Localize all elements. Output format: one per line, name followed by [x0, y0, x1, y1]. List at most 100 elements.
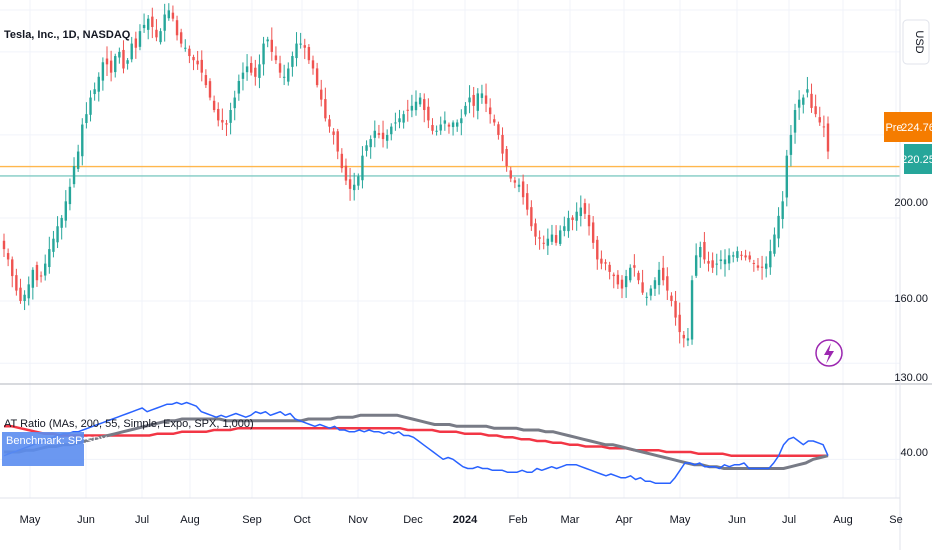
- candle-body: [188, 48, 191, 57]
- pre-price-badge: [904, 112, 932, 142]
- candle-body: [760, 266, 764, 268]
- candle-body: [711, 260, 714, 268]
- candle-body: [295, 43, 298, 59]
- candle-body: [282, 76, 286, 78]
- candle-body: [192, 56, 195, 61]
- candle-body: [567, 217, 570, 232]
- currency-button[interactable]: [902, 19, 930, 65]
- price-tick-130: 130.00: [894, 372, 928, 384]
- candle-body: [147, 18, 150, 30]
- candle-body: [637, 272, 640, 281]
- candle-body: [11, 259, 14, 277]
- candle-body: [200, 59, 203, 73]
- time-axis-label: Oct: [293, 514, 310, 526]
- candle-body: [138, 31, 142, 47]
- candle-body: [15, 275, 18, 291]
- time-axis[interactable]: May Jun Jul Aug Sep Oct Nov Dec 2024 Feb Mar Apr May…: [20, 514, 903, 526]
- candlestick-series: [2, 3, 830, 348]
- candle-body: [6, 253, 10, 260]
- candle-body: [596, 239, 599, 260]
- candle-body: [587, 214, 591, 227]
- time-axis-label: Se: [889, 514, 902, 526]
- candle-body: [822, 126, 826, 128]
- candle-body: [328, 119, 331, 127]
- candle-body: [56, 226, 59, 243]
- candle-body: [633, 265, 636, 268]
- time-axis-label: Mar: [561, 514, 580, 526]
- candle-body: [670, 295, 673, 301]
- candle-body: [674, 300, 677, 318]
- candle-body: [332, 131, 335, 135]
- candle-body: [517, 184, 521, 187]
- candle-body: [476, 93, 479, 111]
- candle-body: [179, 32, 183, 44]
- candle-body: [126, 60, 129, 64]
- time-axis-label: Dec: [403, 514, 423, 526]
- candle-body: [423, 99, 426, 111]
- candle-body: [44, 263, 47, 276]
- candle-body: [2, 240, 6, 250]
- candle-body: [233, 97, 236, 109]
- candle-body: [563, 226, 566, 231]
- candle-body: [707, 261, 710, 264]
- candle-body: [311, 60, 315, 69]
- indicator-pane: [0, 401, 900, 484]
- candle-body: [447, 124, 451, 127]
- candle-body: [497, 124, 500, 135]
- candle-body: [682, 334, 685, 339]
- candle-body: [402, 114, 405, 123]
- candle-body: [542, 242, 545, 244]
- candle-body: [493, 119, 496, 123]
- candle-body: [266, 39, 269, 42]
- candle-body: [254, 67, 257, 77]
- candle-body: [612, 274, 615, 277]
- indicator-title[interactable]: AT Ratio (MAs, 200, 55, Simple, Expo, SP…: [4, 418, 254, 430]
- currency-label: USD: [913, 30, 925, 53]
- candle-body: [19, 287, 22, 301]
- time-axis-label: Jun: [77, 514, 95, 526]
- candle-body: [526, 193, 529, 210]
- candle-body: [748, 255, 751, 260]
- candle-body: [624, 276, 628, 288]
- candle-body: [629, 267, 632, 281]
- candle-body: [89, 97, 92, 115]
- candle-body: [666, 276, 669, 291]
- time-axis-label: Feb: [509, 514, 528, 526]
- candle-body: [472, 94, 475, 106]
- time-axis-label: Nov: [348, 514, 368, 526]
- candle-body: [377, 133, 381, 135]
- candle-body: [344, 165, 348, 181]
- candle-body: [464, 105, 467, 115]
- candle-body: [789, 134, 793, 155]
- candle-body: [460, 118, 463, 124]
- candle-body: [785, 155, 788, 198]
- candle-body: [93, 89, 96, 95]
- symbol-title[interactable]: Tesla, Inc., 1D, NASDAQ: [4, 29, 131, 41]
- candle-body: [719, 259, 723, 262]
- candle-body: [810, 93, 813, 108]
- candle-body: [184, 47, 187, 49]
- time-axis-label: 2024: [453, 514, 478, 526]
- candle-body: [27, 284, 30, 299]
- candle-body: [546, 238, 550, 246]
- candle-body: [456, 122, 459, 127]
- candle-body: [171, 12, 175, 19]
- time-axis-label: Aug: [180, 514, 200, 526]
- candle-body: [765, 263, 768, 269]
- candle-body: [579, 207, 582, 217]
- candle-body: [76, 151, 80, 169]
- candle-body: [769, 251, 772, 268]
- candle-body: [394, 122, 397, 124]
- candle-body: [274, 55, 278, 61]
- candle-body: [353, 184, 356, 191]
- candle-body: [303, 45, 306, 48]
- candle-body: [369, 139, 372, 148]
- candle-body: [357, 176, 360, 186]
- candle-body: [641, 282, 644, 293]
- candle-body: [414, 101, 418, 111]
- benchmark-badge: [2, 432, 84, 466]
- candle-body: [163, 14, 166, 31]
- candle-body: [406, 109, 409, 111]
- candle-body: [662, 267, 665, 281]
